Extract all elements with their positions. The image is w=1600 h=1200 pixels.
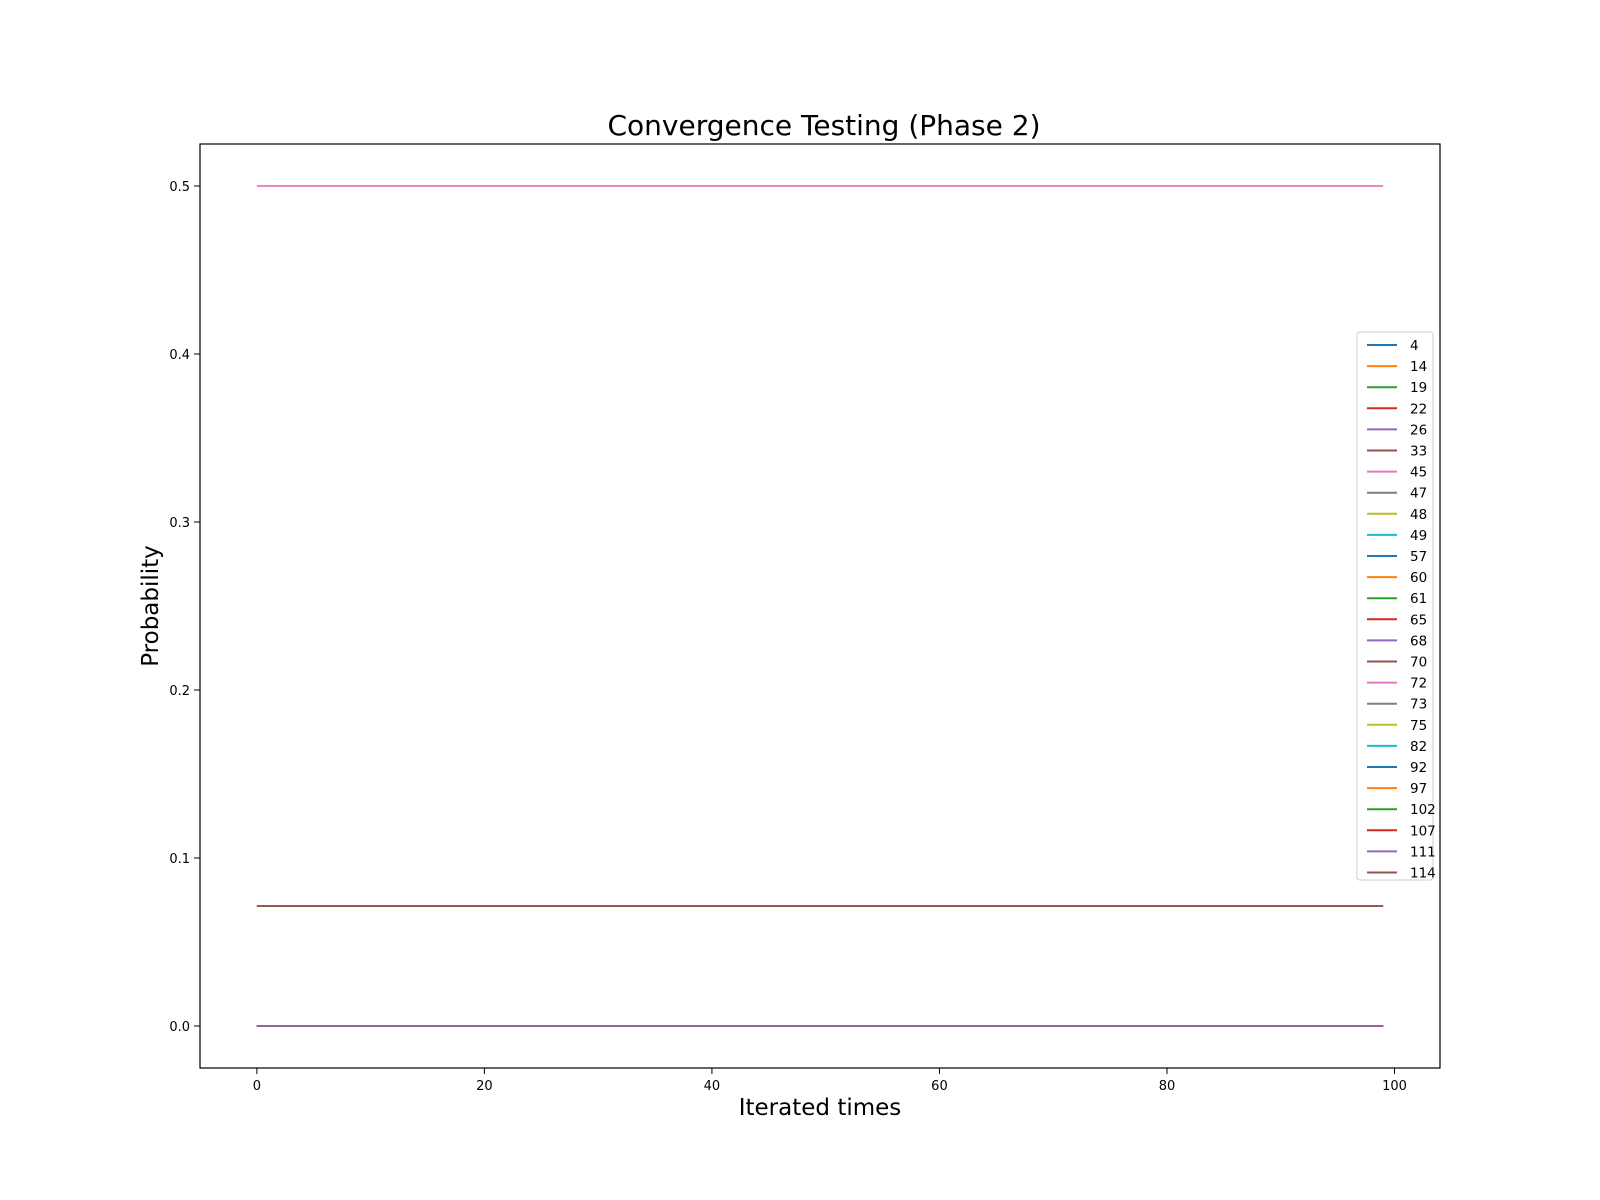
legend-label: 114 (1410, 866, 1436, 882)
legend-label: 70 (1410, 655, 1427, 671)
legend-label: 49 (1410, 528, 1427, 544)
legend-label: 97 (1410, 781, 1427, 797)
x-tick-label: 20 (476, 1079, 493, 1094)
legend-label: 75 (1410, 718, 1427, 734)
legend-label: 22 (1410, 401, 1427, 417)
y-axis-ticks: 0.0 0.1 0.2 0.3 0.4 0.5 (169, 180, 200, 1035)
y-tick-label: 0.2 (169, 684, 190, 699)
y-axis-label: Probability (138, 545, 164, 667)
legend-label: 68 (1410, 633, 1427, 649)
x-tick-label: 0 (253, 1079, 261, 1094)
y-tick-label: 0.3 (169, 516, 190, 531)
series-layer (256, 185, 1384, 1027)
y-tick-label: 0.4 (169, 348, 190, 363)
legend: 4 14 19 22 26 33 45 47 48 49 57 60 61 65 68 70 72 73 75 82 9… (1356, 331, 1436, 882)
y-tick-label: 0.0 (169, 1020, 190, 1035)
legend-label: 60 (1410, 570, 1427, 586)
legend-label: 92 (1410, 760, 1427, 776)
legend-label: 57 (1410, 549, 1427, 565)
legend-label: 14 (1410, 359, 1427, 375)
legend-label: 72 (1410, 676, 1427, 692)
x-axis-ticks: 0 20 40 60 80 100 (253, 1068, 1407, 1094)
legend-label: 73 (1410, 697, 1427, 713)
legend-label: 45 (1410, 465, 1427, 481)
x-axis-label: Iterated times (739, 1095, 902, 1121)
legend-label: 107 (1410, 823, 1436, 839)
legend-items: 4 14 19 22 26 33 45 47 48 49 57 60 61 65 68 70 72 73 75 82 9… (1367, 338, 1436, 882)
x-tick-label: 100 (1382, 1079, 1407, 1094)
y-tick-label: 0.1 (169, 852, 190, 867)
y-tick-label: 0.5 (169, 180, 190, 195)
legend-label: 48 (1410, 507, 1427, 523)
plot-frame (199, 143, 1441, 1069)
legend-label: 26 (1410, 422, 1427, 438)
x-tick-label: 40 (704, 1079, 721, 1094)
plot-area (199, 143, 1441, 1069)
chart-title: Convergence Testing (Phase 2) (607, 109, 1040, 142)
legend-label: 111 (1410, 844, 1436, 860)
legend-label: 4 (1410, 338, 1419, 354)
legend-label: 82 (1410, 739, 1427, 755)
legend-label: 47 (1410, 486, 1427, 502)
legend-label: 65 (1410, 612, 1427, 628)
x-tick-label: 80 (1159, 1079, 1176, 1094)
legend-label: 19 (1410, 380, 1427, 396)
legend-label: 102 (1410, 802, 1436, 818)
legend-label: 33 (1410, 444, 1427, 460)
legend-frame (1356, 331, 1434, 881)
x-tick-label: 60 (931, 1079, 948, 1094)
legend-label: 61 (1410, 591, 1427, 607)
